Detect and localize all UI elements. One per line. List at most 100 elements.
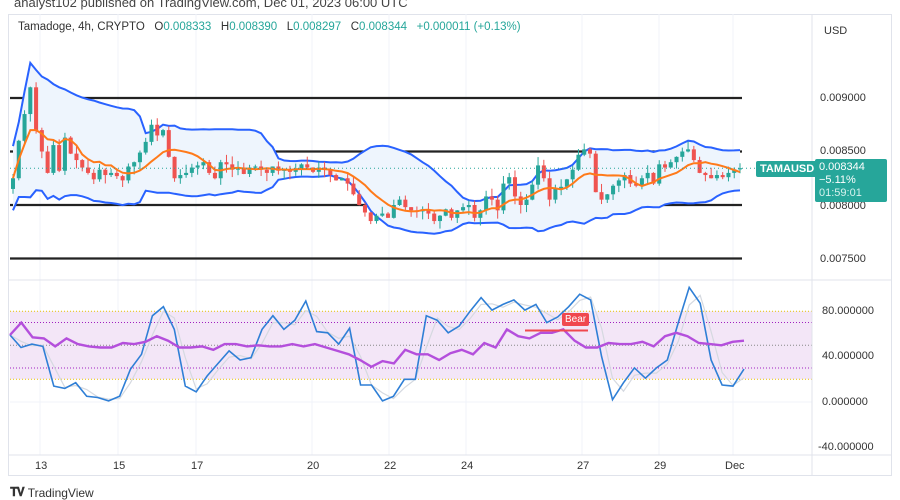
candle-body xyxy=(570,169,575,180)
candle-body xyxy=(351,183,356,195)
price-change-pct: −5.11% xyxy=(819,174,856,186)
candle-body xyxy=(582,149,587,155)
time-tick: 15 xyxy=(113,460,126,472)
osc-tick: 0.000000 xyxy=(822,396,868,408)
grid xyxy=(39,14,734,455)
candle-body xyxy=(709,175,714,179)
candle-body xyxy=(189,167,194,173)
moving-average-line xyxy=(12,129,741,215)
candle-body xyxy=(437,215,442,222)
osc-tick: -40.000000 xyxy=(818,441,874,453)
candle-body xyxy=(195,165,200,168)
candle-body xyxy=(697,160,702,173)
candle-body xyxy=(299,164,304,169)
candle-body xyxy=(553,188,558,200)
bollinger-band-fill xyxy=(13,62,740,234)
candle-body xyxy=(34,87,39,131)
candle-body xyxy=(737,168,743,170)
candle-body xyxy=(247,167,252,174)
candle-body xyxy=(564,179,569,187)
low-value: 0.008297 xyxy=(293,21,342,33)
candle-body xyxy=(530,184,535,200)
candle-body xyxy=(178,175,183,179)
time-tick: 27 xyxy=(577,460,590,472)
candle-body xyxy=(726,172,731,178)
candle-body xyxy=(547,178,552,200)
candle-body xyxy=(732,169,737,173)
candle-body xyxy=(357,194,362,205)
candle-body xyxy=(62,137,67,171)
open-label: O xyxy=(154,21,164,33)
candle-body xyxy=(28,87,33,115)
candle-body xyxy=(22,114,27,141)
candle-body xyxy=(160,130,166,136)
candle-body xyxy=(541,165,546,179)
osc-tick: 80.000000 xyxy=(822,305,874,317)
candle-body xyxy=(587,149,593,154)
candle-body xyxy=(345,178,350,184)
tradingview-logo-text: TradingView xyxy=(27,485,94,500)
high-label: H xyxy=(220,21,230,33)
candle-body xyxy=(657,164,662,184)
candle-body xyxy=(253,166,258,168)
candle-body xyxy=(443,209,448,216)
candle-body xyxy=(605,194,610,200)
candle-body xyxy=(230,164,235,170)
candle-body xyxy=(120,176,125,181)
candle-body xyxy=(207,162,212,173)
candle-body xyxy=(114,172,119,177)
candle-body xyxy=(397,199,402,205)
time-tick: 29 xyxy=(654,460,667,472)
candle-body xyxy=(461,207,466,211)
candle-body xyxy=(386,213,391,218)
close-value: 0.008344 xyxy=(359,21,408,33)
candle-body xyxy=(686,149,691,152)
candle-body xyxy=(137,152,142,163)
price-tick: 0.009000 xyxy=(820,92,866,104)
time-tick: 24 xyxy=(461,460,474,472)
candle-body xyxy=(680,151,685,157)
candle-body xyxy=(80,160,85,168)
time-tick: 17 xyxy=(191,460,204,472)
bear-signal-label: Bear xyxy=(562,313,590,326)
candle-body xyxy=(39,130,44,152)
currency-selector[interactable]: USD xyxy=(824,25,848,37)
candle-body xyxy=(651,172,656,184)
candle-body xyxy=(501,183,506,211)
time-tick: 22 xyxy=(384,460,397,472)
candle-body xyxy=(691,149,696,161)
candle-body xyxy=(91,172,96,180)
stoch-d-line xyxy=(9,294,745,400)
last-price-box: 0.008344 −5.11% 01:59:01 xyxy=(815,159,887,202)
candle-body xyxy=(489,196,494,200)
last-price: 0.008344 xyxy=(819,161,865,173)
candle-body xyxy=(339,178,344,181)
candle-body xyxy=(495,199,500,211)
candle-body xyxy=(155,124,160,136)
symbol-price-label: TAMAUSD xyxy=(756,161,819,177)
candle-body xyxy=(224,162,229,165)
low-label: L xyxy=(286,21,294,33)
candle-body xyxy=(166,130,171,157)
candle-body xyxy=(184,172,189,176)
candle-body xyxy=(484,196,489,211)
time-tick: Dec xyxy=(725,460,745,472)
tradingview-logo[interactable]: 𝐓𝐕 TradingView xyxy=(10,485,94,500)
candle-body xyxy=(576,154,581,170)
candle-body xyxy=(524,199,529,205)
candle-body xyxy=(432,213,437,222)
stoch-k-line xyxy=(9,285,745,402)
tradingview-logo-icon: 𝐓𝐕 xyxy=(10,485,25,499)
time-tick: 20 xyxy=(307,460,320,472)
publisher-credit: analyst102 published on TradingView.com,… xyxy=(14,0,408,10)
candle-body xyxy=(172,156,177,179)
candle-body xyxy=(103,169,108,176)
candle-body xyxy=(109,172,114,176)
candle-body xyxy=(57,145,62,171)
time-tick: 13 xyxy=(35,460,48,472)
candle-body xyxy=(45,151,50,173)
candle-body xyxy=(409,207,414,211)
candle-body xyxy=(143,141,148,153)
candle-body xyxy=(305,164,310,168)
